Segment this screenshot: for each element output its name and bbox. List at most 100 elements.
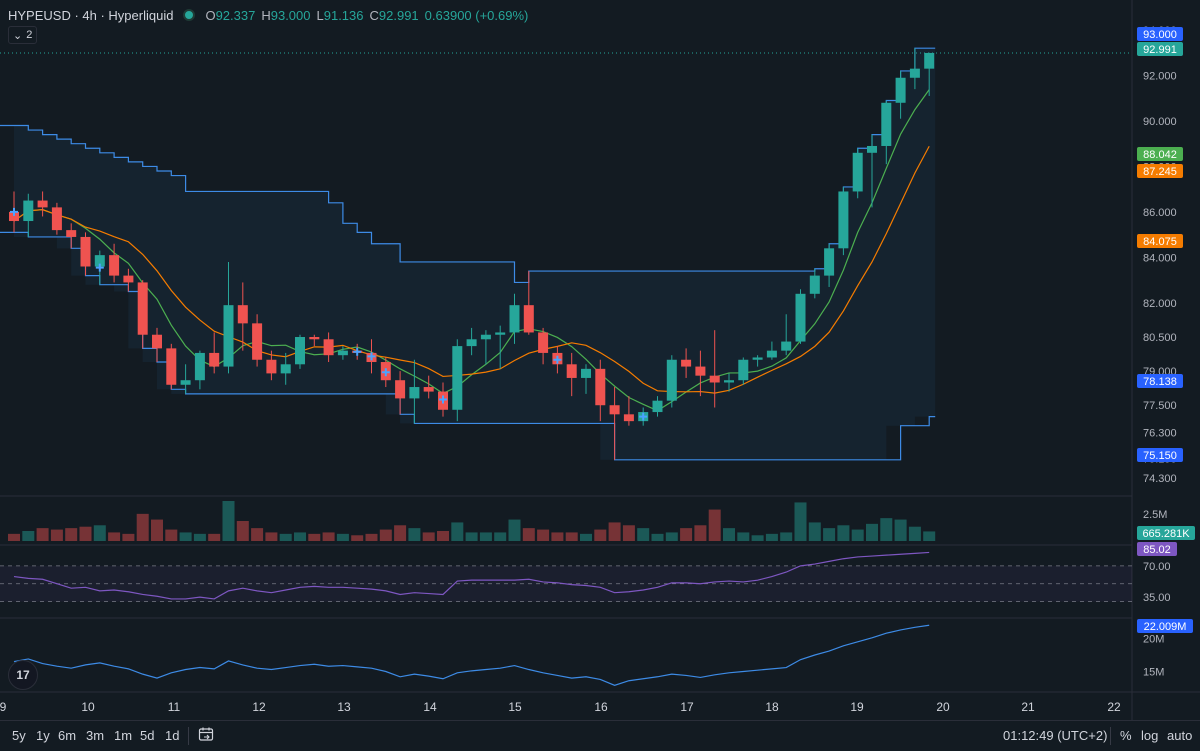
candle-body (781, 341, 792, 351)
time-tick-label: 11 (168, 700, 181, 714)
volume-bar (522, 528, 535, 541)
volume-bar (494, 532, 507, 541)
price-tick-label: 82.000 (1143, 298, 1177, 310)
volume-bar (580, 533, 592, 541)
range-3m-button[interactable]: 3m (86, 728, 105, 743)
volume-bar (622, 525, 635, 541)
candle-body (595, 368, 606, 406)
candle-body (867, 145, 877, 153)
candle-body (523, 305, 534, 333)
volume-bar (565, 532, 578, 541)
price-tag (1137, 374, 1183, 388)
close-label: C (369, 7, 379, 23)
candle-body (881, 102, 892, 146)
candle-body (51, 207, 62, 231)
price-tag-label: 92.991 (1143, 44, 1177, 56)
market-status-dot (183, 9, 196, 21)
volume-bar (894, 519, 907, 541)
percent-scale-toggle[interactable]: % (1120, 728, 1132, 743)
candle-body (666, 359, 677, 401)
candle-body (895, 77, 906, 103)
volume-bar (594, 529, 607, 541)
symbol-title[interactable]: HYPEUSD · 4h · Hyperliquid (8, 7, 174, 23)
range-6m-button[interactable]: 6m (58, 728, 77, 743)
range-5d-button[interactable]: 5d (140, 728, 155, 743)
candle-body (509, 305, 520, 333)
rsi-tick-label: 70.00 (1143, 561, 1171, 573)
candle-body (852, 152, 863, 192)
candle-body (109, 255, 120, 276)
range-5y-button[interactable]: 5y (12, 728, 26, 743)
candle-body (824, 248, 835, 276)
volume-bar (765, 533, 778, 541)
volume-bar (437, 531, 449, 541)
candle-body (838, 191, 849, 249)
candle-body (337, 350, 348, 356)
obv-tick-label: 15M (1143, 667, 1164, 679)
candle-body (252, 323, 263, 360)
price-tick-label: 80.500 (1143, 332, 1177, 344)
price-tick-label: 76.300 (1143, 428, 1177, 440)
range-1d-button[interactable]: 1d (165, 728, 180, 743)
time-tick-label: 22 (1107, 700, 1121, 714)
channel-fill (14, 48, 936, 460)
volume-bar (837, 525, 850, 541)
volume-bar (36, 528, 49, 541)
time-tick-label: 17 (680, 700, 694, 714)
candle-body (681, 359, 692, 367)
change-value: 0.63900 (+0.69%) (424, 7, 529, 23)
candle-body (80, 236, 91, 267)
volume-bar (93, 525, 106, 541)
ma-orange-line (13, 145, 930, 394)
candle-body (909, 68, 920, 78)
high-value: 93.000 (270, 7, 311, 23)
timezone-clock[interactable]: 01:12:49 (UTC+2) (1003, 728, 1108, 743)
candle-body (323, 339, 334, 356)
candle-body (609, 405, 620, 415)
volume-bar (79, 526, 92, 541)
log-scale-toggle[interactable]: log (1141, 728, 1159, 743)
volume-bar (665, 532, 678, 541)
candle-body (37, 200, 48, 208)
signal-cross-marker (553, 355, 562, 364)
candle-body (166, 348, 177, 385)
range-1m-button[interactable]: 1m (114, 728, 133, 743)
time-tick-label: 14 (423, 700, 437, 714)
volume-bar (651, 533, 664, 541)
volume-bar (308, 533, 321, 541)
rsi-line (13, 551, 930, 600)
candle-body (209, 352, 220, 367)
candle-body (23, 200, 34, 222)
candle-body (724, 380, 734, 383)
candle-body (180, 380, 191, 385)
candle-body (309, 337, 320, 340)
signal-cross-marker (95, 263, 104, 272)
range-1y-button[interactable]: 1y (36, 728, 50, 743)
indicators-toggle[interactable]: ⌄ 2 (8, 26, 38, 44)
price-tick-label: 92.000 (1143, 70, 1177, 82)
volume-bar (351, 535, 364, 541)
obv-tag (1137, 619, 1193, 633)
volume-bar (165, 529, 178, 541)
candle-body (223, 305, 234, 367)
volume-bar (208, 533, 221, 541)
time-tick-label: 15 (508, 700, 522, 714)
price-tag-label: 87.245 (1143, 166, 1177, 178)
time-tick-label: 20 (936, 700, 950, 714)
candle-body (623, 414, 634, 422)
candle-body (9, 211, 19, 222)
tradingview-logo-icon[interactable]: 17 (8, 660, 38, 690)
volume-bar (551, 532, 564, 541)
close-value: 92.991 (378, 7, 419, 23)
candle-body (295, 337, 305, 365)
auto-scale-toggle[interactable]: auto (1167, 728, 1193, 743)
ma-green-line (13, 89, 930, 412)
volume-bar (408, 528, 421, 541)
volume-bar (222, 501, 235, 541)
candle-body (194, 352, 205, 381)
volume-bar (794, 502, 807, 541)
volume-tag-label: 665.281K (1142, 528, 1190, 540)
volume-bar (265, 532, 278, 541)
calendar-goto-icon[interactable] (198, 726, 214, 742)
